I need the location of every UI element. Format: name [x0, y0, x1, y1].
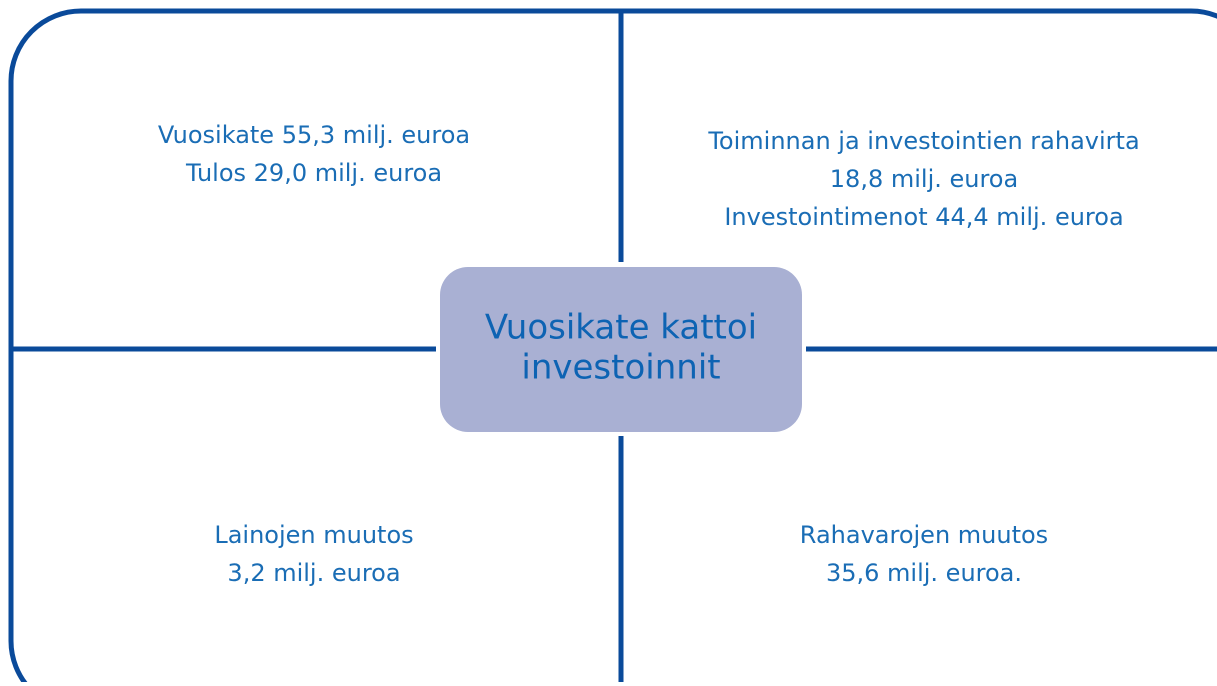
text-line: Lainojen muutos [214, 521, 413, 549]
text-line: 35,6 milj. euroa. [826, 559, 1022, 587]
text-line: 3,2 milj. euroa [227, 559, 400, 587]
center-box [440, 267, 802, 432]
text-line: Tulos 29,0 milj. euroa [185, 159, 442, 187]
text-line: Rahavarojen muutos [800, 521, 1048, 549]
text-line: Vuosikate kattoi [485, 308, 757, 348]
text-line: Vuosikate 55,3 milj. euroa [158, 121, 470, 149]
text-line: investoinnit [521, 348, 720, 388]
text-line: Toiminnan ja investointien rahavirta [707, 127, 1139, 155]
text-line: 18,8 milj. euroa [830, 165, 1018, 193]
text-line: Investointimenot 44,4 milj. euroa [724, 203, 1123, 231]
frame [8, 8, 1217, 686]
